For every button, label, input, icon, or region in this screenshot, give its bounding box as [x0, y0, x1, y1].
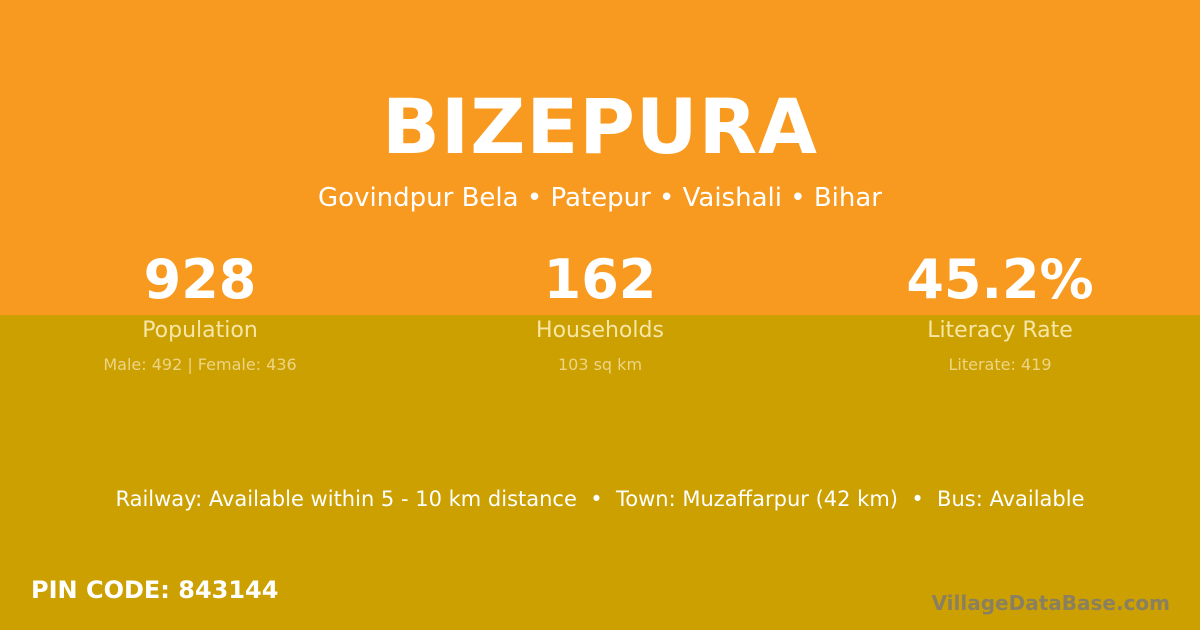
stat-value: 162 — [543, 248, 657, 311]
stat-label: Households — [536, 318, 664, 343]
village-title: BIZEPURA — [382, 82, 818, 171]
stat-population: 928 Population Male: 492 | Female: 436 — [0, 248, 400, 375]
footer-band — [0, 315, 1200, 630]
stat-label: Literacy Rate — [927, 318, 1073, 343]
stat-detail: 103 sq km — [557, 355, 643, 374]
stat-detail: Male: 492 | Female: 436 — [103, 355, 297, 374]
stat-households: 162 Households 103 sq km — [400, 248, 800, 375]
location-breadcrumb: Govindpur Bela • Patepur • Vaishali • Bi… — [318, 183, 882, 213]
stat-value: 45.2% — [906, 248, 1094, 311]
connectivity-info: Railway: Available within 5 - 10 km dist… — [115, 487, 1085, 511]
stat-detail: Literate: 419 — [948, 355, 1052, 374]
pin-code: PIN CODE: 843144 — [31, 576, 279, 604]
stat-literacy: 45.2% Literacy Rate Literate: 419 — [800, 248, 1200, 375]
header-band — [0, 0, 1200, 315]
stat-value: 928 — [143, 248, 257, 311]
stat-label: Population — [142, 318, 258, 343]
watermark-logo: VillageDataBase.com — [931, 591, 1170, 615]
